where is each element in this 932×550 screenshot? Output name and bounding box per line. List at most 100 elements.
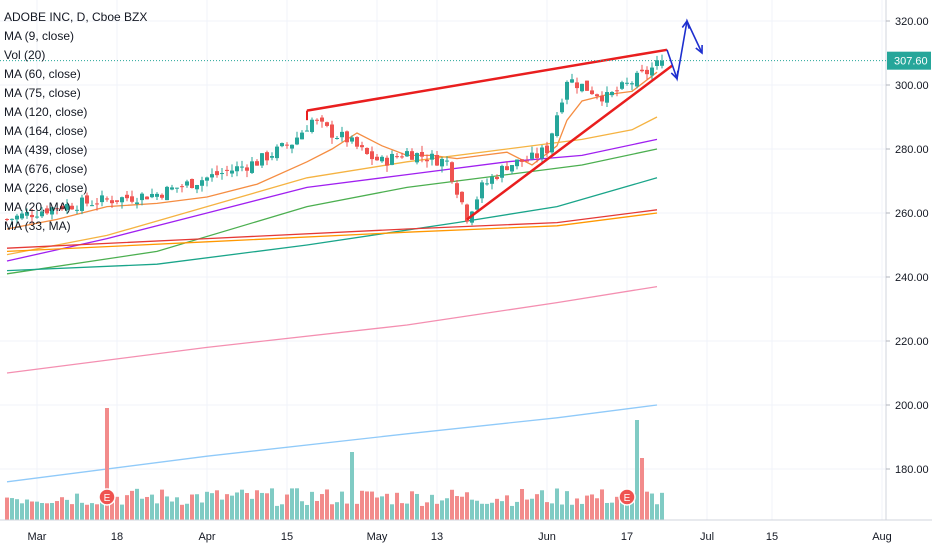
volume-bar: [245, 493, 249, 520]
volume-bar: [170, 501, 174, 520]
volume-bar: [390, 504, 394, 520]
candle-body: [465, 204, 469, 222]
volume-bar: [500, 501, 504, 520]
x-tick-label: Aug: [872, 531, 892, 543]
volume-bar: [480, 503, 484, 520]
candle-body: [325, 122, 329, 126]
legend-item[interactable]: MA (226, close): [4, 181, 88, 195]
volume-bar: [465, 492, 469, 520]
candle-body: [70, 205, 74, 210]
ma-line: [6, 212, 658, 253]
volume-bar: [240, 489, 244, 520]
ma-line: [6, 116, 658, 256]
candle-body: [435, 154, 439, 166]
candle-body: [220, 173, 224, 175]
legend-item[interactable]: MA (439, close): [4, 143, 88, 157]
legend-item[interactable]: MA (120, close): [4, 105, 88, 119]
chart-title: ADOBE INC, D, Cboe BZX: [4, 10, 148, 24]
legend-item[interactable]: MA (33, MA): [4, 219, 71, 233]
trendline[interactable]: [466, 64, 673, 221]
last-price-label: 307.60: [894, 56, 928, 68]
legend-item[interactable]: MA (676, close): [4, 162, 88, 176]
candle-body: [405, 151, 409, 157]
candle-body: [105, 198, 109, 200]
candle-body: [195, 185, 199, 190]
volume-bar: [85, 504, 89, 520]
candle-body: [640, 69, 644, 72]
volume-bar: [660, 492, 664, 520]
candle-body: [485, 183, 489, 185]
volume-bar: [400, 503, 404, 520]
volume-bar: [15, 499, 19, 520]
volume-bar: [360, 490, 364, 520]
candle-body: [295, 137, 299, 145]
volume-bar: [340, 491, 344, 520]
candle-body: [335, 137, 339, 139]
volume-bar: [60, 497, 64, 520]
legend-item[interactable]: MA (9, close): [4, 29, 75, 43]
candle-body: [95, 203, 99, 205]
ma-line: [6, 71, 658, 230]
volume-bar: [430, 494, 434, 520]
candle-body: [15, 215, 19, 220]
volume-bar: [130, 490, 134, 520]
candle-body: [505, 166, 509, 171]
volume-bar: [510, 505, 514, 520]
volume-bar: [315, 500, 319, 520]
volume-bar: [95, 504, 99, 520]
legend-item[interactable]: MA (20, MA): [4, 200, 71, 214]
x-tick-label: 15: [766, 531, 778, 543]
volume-bar: [210, 493, 214, 520]
volume-bar: [330, 504, 334, 520]
trendline[interactable]: [306, 48, 668, 112]
legend-item[interactable]: MA (60, close): [4, 67, 81, 81]
candle-body: [265, 152, 269, 161]
candle-body: [360, 145, 364, 148]
candle-body: [125, 194, 129, 199]
legend-item[interactable]: MA (75, close): [4, 86, 81, 100]
candle-body: [645, 69, 649, 75]
volume-bar: [285, 494, 289, 520]
volume-bar: [310, 491, 314, 520]
volume-bar: [265, 493, 269, 520]
chart-legend: ADOBE INC, D, Cboe BZX MA (9, close) Vol…: [4, 8, 147, 236]
projection-path[interactable]: [666, 18, 703, 82]
time-axis[interactable]: Mar 18 Apr 15 May 13 Jun 17 Jul 15 Aug: [28, 531, 892, 543]
candle-body: [420, 151, 424, 157]
x-tick-label: Jul: [700, 531, 714, 543]
projection-arrowhead: [681, 19, 690, 29]
volume-bar: [150, 494, 154, 520]
moving-averages: [6, 71, 658, 483]
candle-body: [615, 90, 619, 92]
volume-bar: [30, 501, 34, 520]
volume-bar: [220, 499, 224, 520]
legend-item[interactable]: MA (164, close): [4, 124, 88, 138]
legend-item[interactable]: Vol (20): [4, 48, 46, 62]
volume-bar: [35, 501, 39, 520]
volume-bar: [70, 504, 74, 520]
y-tick-label: 260.00: [895, 208, 929, 220]
volume-bar: [45, 503, 49, 520]
volume-bar: [515, 501, 519, 520]
candle-body: [440, 158, 444, 167]
volume-bar: [380, 496, 384, 520]
earnings-marker[interactable]: [98, 488, 116, 506]
candle-body: [550, 133, 554, 153]
x-tick-label: Apr: [198, 531, 215, 543]
candle-body: [345, 131, 349, 143]
candle-body: [90, 205, 94, 207]
candle-body: [10, 218, 14, 220]
volume-bar: [370, 491, 374, 520]
price-axis[interactable]: 320.00 300.00 280.00 260.00 240.00 220.00 200.…: [886, 16, 929, 476]
volume-bar: [290, 488, 294, 520]
candle-body: [620, 82, 624, 89]
candle-body: [305, 130, 309, 132]
volume-bar: [445, 498, 449, 520]
x-tick-label: May: [367, 531, 388, 543]
volume-bar: [5, 497, 9, 520]
last-price-tag: 307.60: [0, 51, 931, 70]
candle-body: [235, 166, 239, 172]
earnings-marker[interactable]: [618, 488, 636, 506]
